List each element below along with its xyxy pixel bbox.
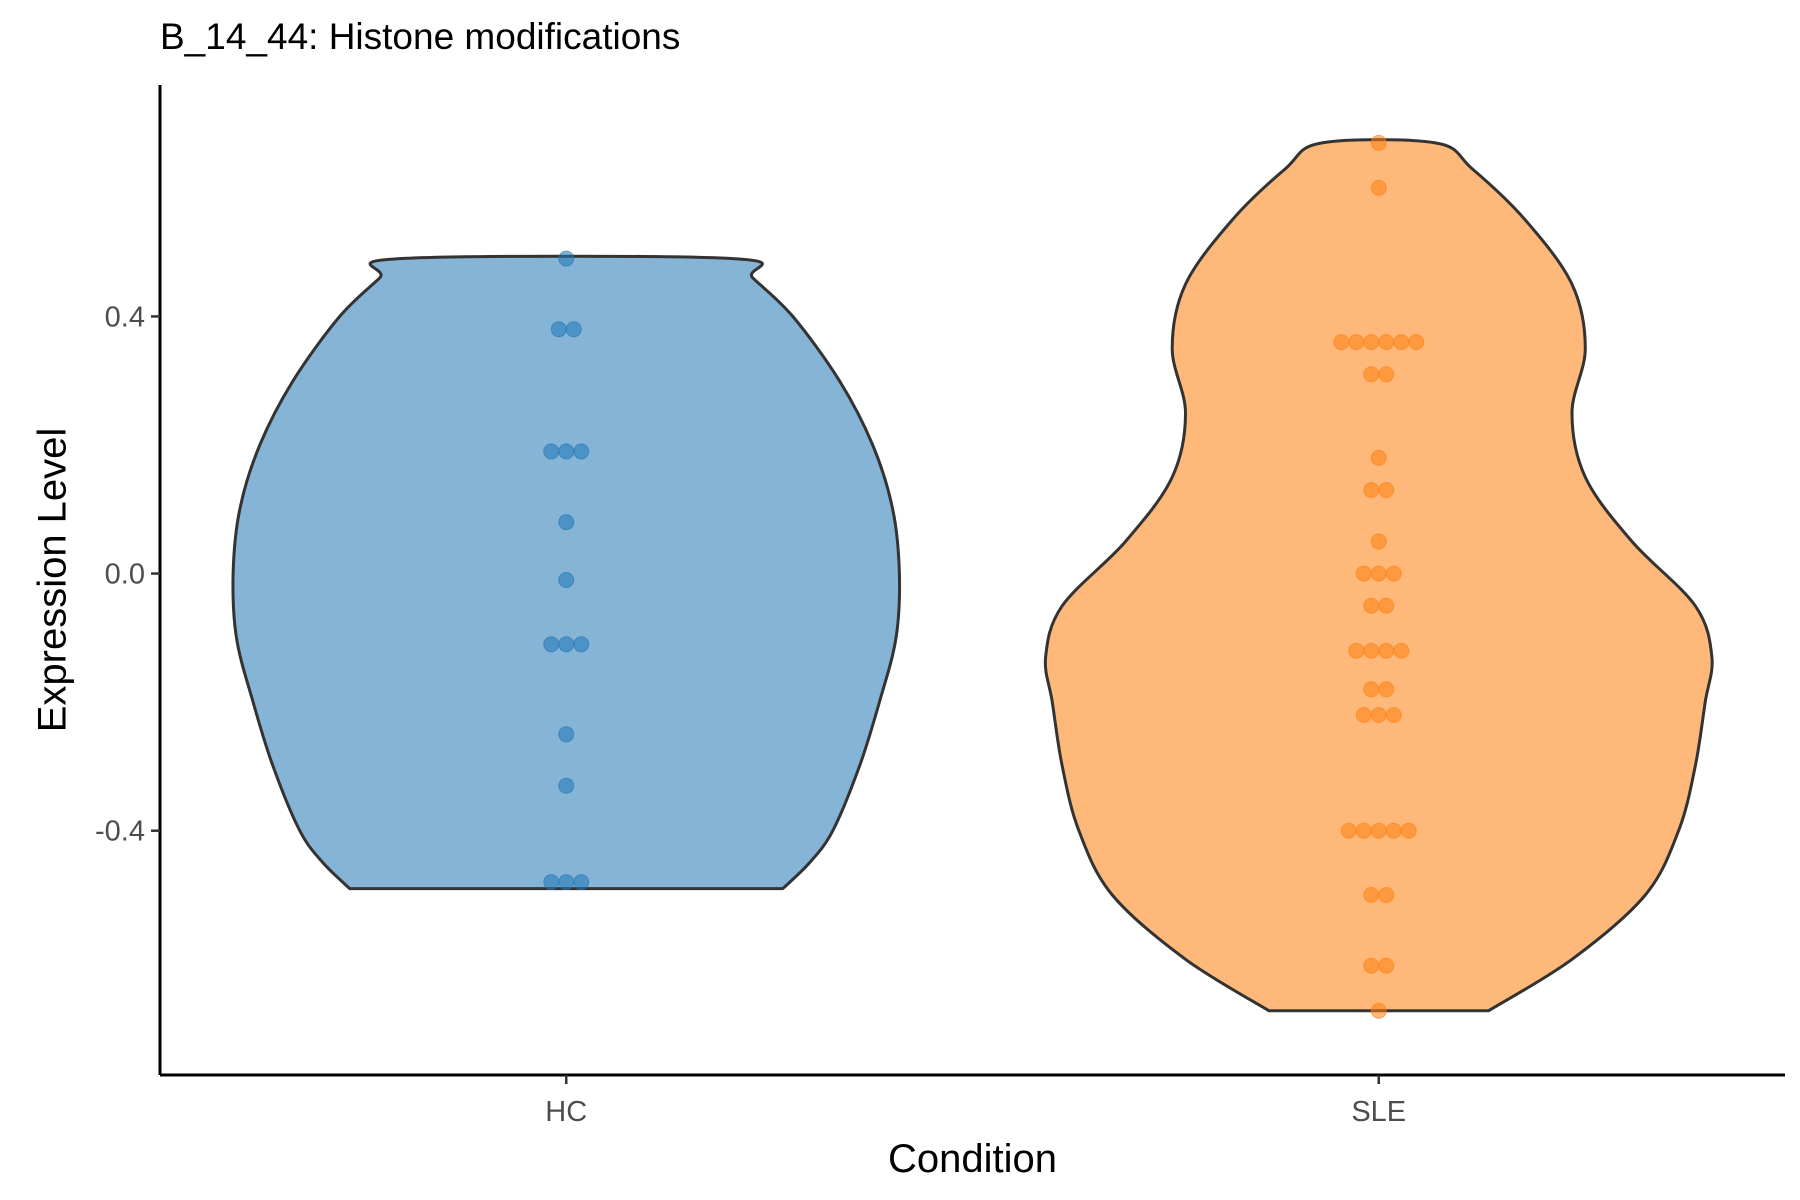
- point-sle: [1363, 334, 1380, 351]
- point-sle: [1340, 822, 1357, 839]
- point-sle: [1378, 887, 1395, 903]
- y-tick-label: -0.4: [95, 816, 145, 848]
- point-sle: [1348, 334, 1365, 351]
- point-hc: [573, 874, 590, 891]
- x-axis-title: Condition: [888, 1137, 1057, 1181]
- point-sle: [1348, 642, 1365, 659]
- point-sle: [1370, 707, 1387, 723]
- y-tick-label: 0.4: [105, 301, 145, 333]
- point-sle: [1370, 533, 1387, 550]
- point-hc: [558, 636, 575, 653]
- point-sle: [1378, 597, 1395, 614]
- point-sle: [1385, 707, 1402, 723]
- y-axis-title: Expression Level: [31, 428, 75, 733]
- point-sle: [1408, 334, 1425, 351]
- point-sle: [1370, 134, 1387, 151]
- point-hc: [573, 636, 590, 653]
- point-sle: [1370, 565, 1387, 582]
- point-sle: [1370, 1002, 1387, 1019]
- point-sle: [1363, 597, 1380, 614]
- violin-layer: [231, 138, 1714, 1013]
- point-sle: [1393, 334, 1410, 351]
- point-sle: [1393, 642, 1410, 659]
- point-hc: [550, 321, 567, 338]
- point-hc: [558, 572, 575, 588]
- point-sle: [1385, 822, 1402, 839]
- point-sle: [1378, 482, 1395, 498]
- y-tick-label: 0.0: [105, 559, 145, 591]
- x-axis-ticks: HC SLE: [545, 1075, 1406, 1128]
- point-sle: [1355, 822, 1372, 839]
- point-hc: [565, 321, 582, 338]
- point-hc: [543, 636, 560, 653]
- point-sle: [1355, 565, 1372, 582]
- point-sle: [1355, 707, 1372, 723]
- point-hc: [558, 250, 575, 267]
- point-sle: [1363, 957, 1380, 974]
- point-sle: [1385, 565, 1402, 582]
- point-sle: [1363, 366, 1380, 383]
- point-sle: [1370, 822, 1387, 839]
- point-sle: [1378, 681, 1395, 698]
- point-sle: [1370, 449, 1387, 466]
- point-hc: [573, 443, 590, 460]
- point-sle: [1370, 179, 1387, 196]
- point-sle: [1400, 822, 1417, 839]
- point-hc: [558, 443, 575, 460]
- point-hc: [543, 443, 560, 460]
- point-layer: [543, 134, 1425, 1019]
- point-hc: [558, 777, 575, 794]
- point-sle: [1378, 366, 1395, 383]
- x-tick-label: HC: [545, 1096, 587, 1128]
- x-tick-label: SLE: [1351, 1096, 1406, 1128]
- point-sle: [1363, 642, 1380, 659]
- point-sle: [1333, 334, 1350, 351]
- point-hc: [558, 726, 575, 743]
- chart-title: B_14_44: Histone modifications: [160, 16, 681, 57]
- point-sle: [1363, 887, 1380, 903]
- point-sle: [1378, 642, 1395, 659]
- point-hc: [543, 874, 560, 891]
- y-axis-ticks: -0.4 0.0 0.4: [95, 301, 160, 848]
- point-hc: [558, 874, 575, 891]
- point-sle: [1363, 681, 1380, 698]
- point-sle: [1378, 957, 1395, 974]
- point-sle: [1378, 334, 1395, 351]
- point-hc: [558, 514, 575, 531]
- point-sle: [1363, 482, 1380, 498]
